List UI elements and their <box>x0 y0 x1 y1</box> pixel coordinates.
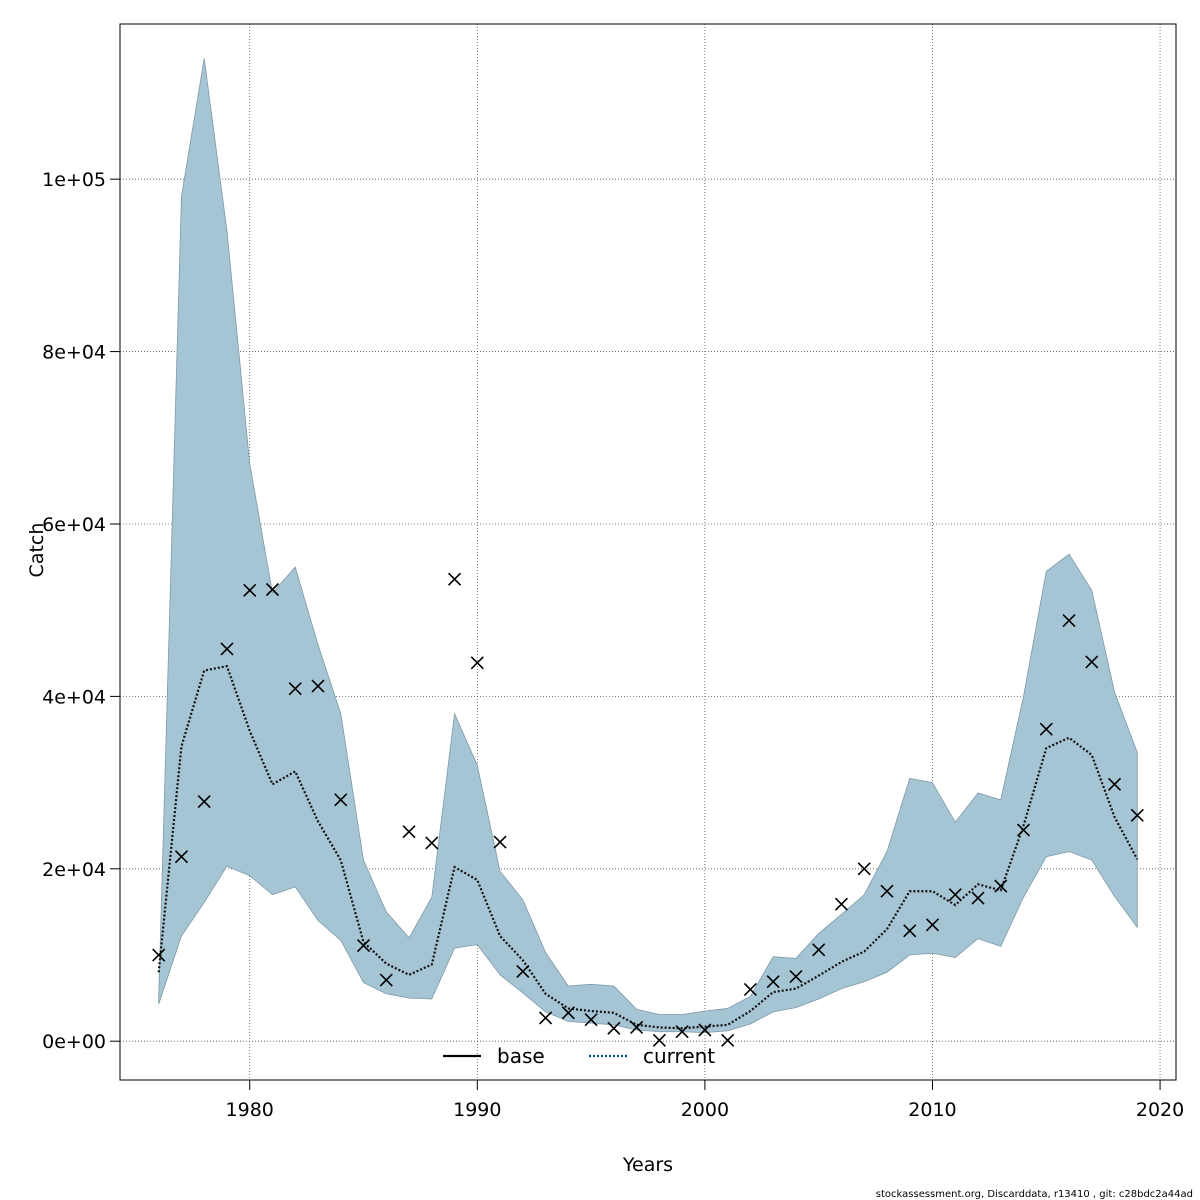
y-tick-label-8e+04: 8e+04 <box>42 342 106 364</box>
observed-point-1980 <box>243 583 257 597</box>
observed-point-2008 <box>880 884 894 898</box>
observed-point-1981 <box>265 582 280 597</box>
observed-point-1996 <box>607 1021 621 1035</box>
y-tick-label-2e+04: 2e+04 <box>42 859 106 881</box>
observed-point-1993 <box>539 1011 553 1025</box>
observed-point-2000 <box>698 1023 712 1037</box>
confidence-band <box>158 58 1138 1033</box>
observed-point-1994 <box>561 1006 575 1020</box>
x-tick-label-2010: 2010 <box>908 1099 956 1121</box>
observed-point-2017 <box>1085 655 1099 669</box>
observed-point-2012 <box>971 891 985 905</box>
observed-points-group <box>152 572 1144 1047</box>
observed-point-1976 <box>152 948 166 962</box>
legend: base current <box>443 1044 715 1068</box>
observed-point-2019 <box>1130 808 1144 822</box>
observed-point-2006 <box>834 897 849 911</box>
observed-point-1987 <box>402 825 416 839</box>
y-tick-label-0e+00: 0e+00 <box>42 1031 106 1053</box>
observed-point-2001 <box>721 1033 735 1047</box>
x-tick-label-1990: 1990 <box>453 1099 501 1121</box>
observed-point-2002 <box>743 982 757 997</box>
series-lines-group <box>157 664 1139 1030</box>
y-tick-label-6e+04: 6e+04 <box>42 514 106 536</box>
observed-point-1979 <box>220 642 234 656</box>
observed-point-1983 <box>311 679 325 693</box>
observed-point-1977 <box>174 850 189 864</box>
observed-point-2011 <box>948 888 962 902</box>
observed-point-1988 <box>425 836 439 850</box>
confidence-band-group <box>158 58 1138 1033</box>
series-line-current <box>157 664 1139 1030</box>
observed-point-1998 <box>652 1033 666 1047</box>
x-tick-label-1980: 1980 <box>226 1099 274 1121</box>
observed-point-2013 <box>994 879 1008 893</box>
observed-point-2010 <box>925 918 940 932</box>
observed-point-1995 <box>584 1013 598 1027</box>
x-tick-label-2020: 2020 <box>1136 1099 1184 1121</box>
observed-point-1984 <box>334 793 348 807</box>
observed-point-1985 <box>356 938 371 953</box>
observed-point-2014 <box>1016 823 1031 837</box>
observed-point-1989 <box>447 572 462 586</box>
x-tick-label-2000: 2000 <box>681 1099 729 1121</box>
observed-point-2004 <box>789 969 803 984</box>
observed-point-2015 <box>1039 722 1053 736</box>
observed-point-2007 <box>857 862 871 876</box>
observed-point-1982 <box>288 682 302 696</box>
observed-point-2003 <box>766 975 780 989</box>
x-axis: 1980 1990 2000 2010 2020 <box>226 1080 1184 1121</box>
plot-frame <box>119 23 1177 1081</box>
y-tick-label-1e+05: 1e+05 <box>42 169 106 191</box>
y-axis-label: Catch <box>26 523 48 578</box>
legend-label-current: current <box>643 1044 715 1068</box>
x-axis-label: Years <box>622 1154 673 1176</box>
observed-point-1986 <box>379 973 393 987</box>
observed-point-1999 <box>675 1025 689 1039</box>
observed-point-1997 <box>630 1020 644 1034</box>
observed-point-2016 <box>1062 613 1076 628</box>
y-axis: 0e+00 2e+04 4e+04 6e+04 8e+04 1e+05 <box>42 169 120 1053</box>
observed-point-1990 <box>470 656 484 670</box>
observed-point-1978 <box>197 794 211 809</box>
observed-point-2005 <box>812 943 826 957</box>
footer-note: stockassessment.org, Discarddata, r13410… <box>876 1189 1193 1200</box>
observed-point-1992 <box>516 964 530 978</box>
observed-point-2009 <box>903 924 917 938</box>
observed-point-1991 <box>493 835 507 849</box>
observed-point-2018 <box>1107 777 1122 791</box>
legend-label-base: base <box>497 1044 545 1068</box>
y-tick-label-4e+04: 4e+04 <box>42 686 106 708</box>
